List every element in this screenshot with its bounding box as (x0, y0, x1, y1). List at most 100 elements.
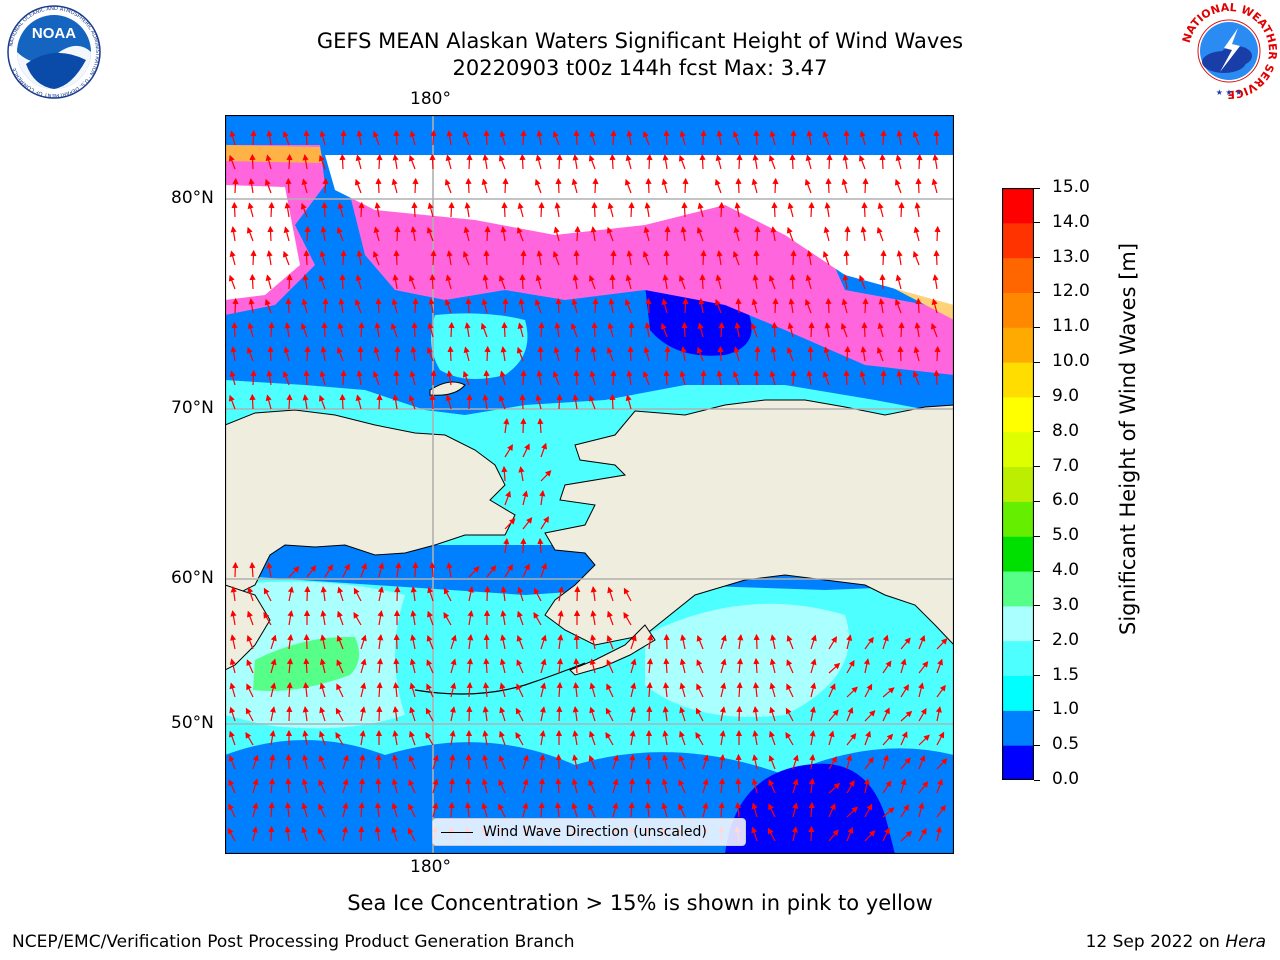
wind-arrow-head (317, 827, 324, 835)
wind-arrow-head (661, 298, 668, 306)
wind-arrow-head (229, 730, 235, 738)
wind-arrow-head (449, 754, 456, 761)
wind-arrow-head (832, 709, 839, 717)
wind-arrow-head (320, 346, 327, 353)
wind-arrow-head (719, 706, 726, 713)
wind-arrow-head (524, 443, 530, 451)
wind-arrow-head (319, 706, 326, 714)
wind-arrow-head (696, 634, 703, 642)
colorbar-tick-mark (1034, 361, 1040, 363)
wind-arrow-head (522, 802, 529, 809)
wind-arrow-head (880, 129, 887, 137)
wind-arrow-head (408, 154, 415, 162)
wind-arrow-head (664, 345, 671, 353)
wind-arrow-head (573, 369, 580, 377)
wind-arrow-head (533, 587, 540, 595)
legend-label: Wind Wave Direction (unscaled) (483, 824, 707, 840)
wind-arrow-head (680, 226, 687, 233)
wind-arrow-head (896, 370, 903, 377)
wind-arrow-head (552, 130, 559, 138)
wind-arrow-head (377, 586, 384, 593)
wind-arrow-head (679, 730, 685, 738)
wind-arrow-head (500, 610, 507, 617)
wind-arrow-head (300, 202, 307, 210)
colorbar-tick-label: 0.0 (1052, 769, 1080, 789)
wind-arrow-head (645, 729, 653, 736)
svg-text:★ ★ ★: ★ ★ ★ (1216, 88, 1243, 97)
wind-arrow-head (482, 154, 489, 161)
wind-arrow-head (831, 636, 837, 643)
wind-arrow-head (678, 754, 685, 762)
wind-arrow-head (823, 226, 830, 234)
wind-arrow-head (265, 154, 272, 162)
colorbar-tick-mark (1034, 570, 1040, 572)
wind-arrow-head (754, 225, 761, 233)
wind-arrow-head (481, 778, 488, 785)
wind-arrow-head (230, 346, 237, 353)
colorbar-segment (1002, 605, 1034, 642)
wind-arrow-head (358, 825, 365, 833)
wind-arrow-head (533, 611, 540, 619)
wind-arrow-head (918, 682, 925, 689)
wind-arrow-head (450, 682, 457, 689)
wind-arrow-head (768, 779, 775, 786)
wind-arrow-head (375, 297, 382, 305)
wind-arrow-head (808, 778, 816, 785)
wind-arrow-head (268, 801, 275, 809)
wind-arrow-head (515, 707, 522, 715)
wind-arrow-head (719, 730, 726, 737)
wind-arrow-head (445, 394, 452, 402)
wind-arrow-head (483, 609, 491, 616)
wind-arrow-head (644, 322, 651, 329)
wind-arrow-head (337, 322, 344, 330)
wind-arrow-head (920, 707, 927, 715)
wind-arrow-head (904, 637, 911, 645)
wind-arrow-head (696, 683, 702, 691)
wind-arrow-head (752, 154, 759, 161)
wind-arrow-head (535, 154, 542, 162)
wave-height-map (225, 115, 954, 854)
wind-arrow-head (391, 298, 398, 306)
colorbar-tick-mark (1034, 291, 1040, 293)
colorbar-segment (1002, 710, 1034, 746)
wind-arrow-head (301, 826, 308, 834)
wind-arrow-head (448, 321, 455, 329)
wind-arrow-head (412, 561, 419, 569)
wind-arrow-head (394, 585, 401, 593)
wind-arrow-head (444, 178, 451, 186)
wind-arrow-head (538, 201, 545, 209)
map-frame (225, 115, 954, 854)
colorbar-tick-mark (1034, 709, 1040, 711)
map-legend: Wind Wave Direction (unscaled) (432, 818, 746, 846)
wind-arrow-head (502, 177, 509, 185)
wind-arrow-head (410, 586, 417, 593)
wind-arrow-head (867, 636, 874, 644)
wind-arrow-head (282, 370, 289, 378)
wind-wave-direction-arrows (227, 129, 948, 842)
wind-arrow-head (790, 369, 797, 377)
wind-arrow-head (507, 444, 513, 451)
wind-arrow-head (246, 659, 253, 666)
wind-arrow-head (610, 369, 617, 377)
wind-arrow-head (662, 730, 669, 737)
wind-arrow-head (483, 369, 490, 377)
wind-arrow-head (769, 682, 776, 690)
colorbar-tick-mark (1034, 605, 1040, 607)
wind-arrow-head (787, 202, 794, 210)
wind-arrow-head (573, 249, 580, 257)
wind-arrow-head (320, 586, 327, 593)
wind-arrow-head (409, 730, 415, 738)
wind-arrow-head (847, 706, 854, 714)
wind-arrow-head (284, 322, 291, 329)
wind-arrow-head (898, 201, 905, 209)
wind-arrow-head (318, 154, 325, 162)
wind-arrow-head (304, 345, 311, 353)
wind-arrow-head (903, 684, 909, 691)
wind-arrow-head (643, 226, 650, 234)
wind-arrow-head (682, 297, 689, 305)
wind-arrow-head (885, 780, 892, 788)
land-st-lawrence-island (429, 381, 466, 396)
wind-arrow-head (720, 658, 727, 666)
wind-arrow-head (499, 130, 506, 138)
wind-arrow-head (880, 249, 887, 257)
